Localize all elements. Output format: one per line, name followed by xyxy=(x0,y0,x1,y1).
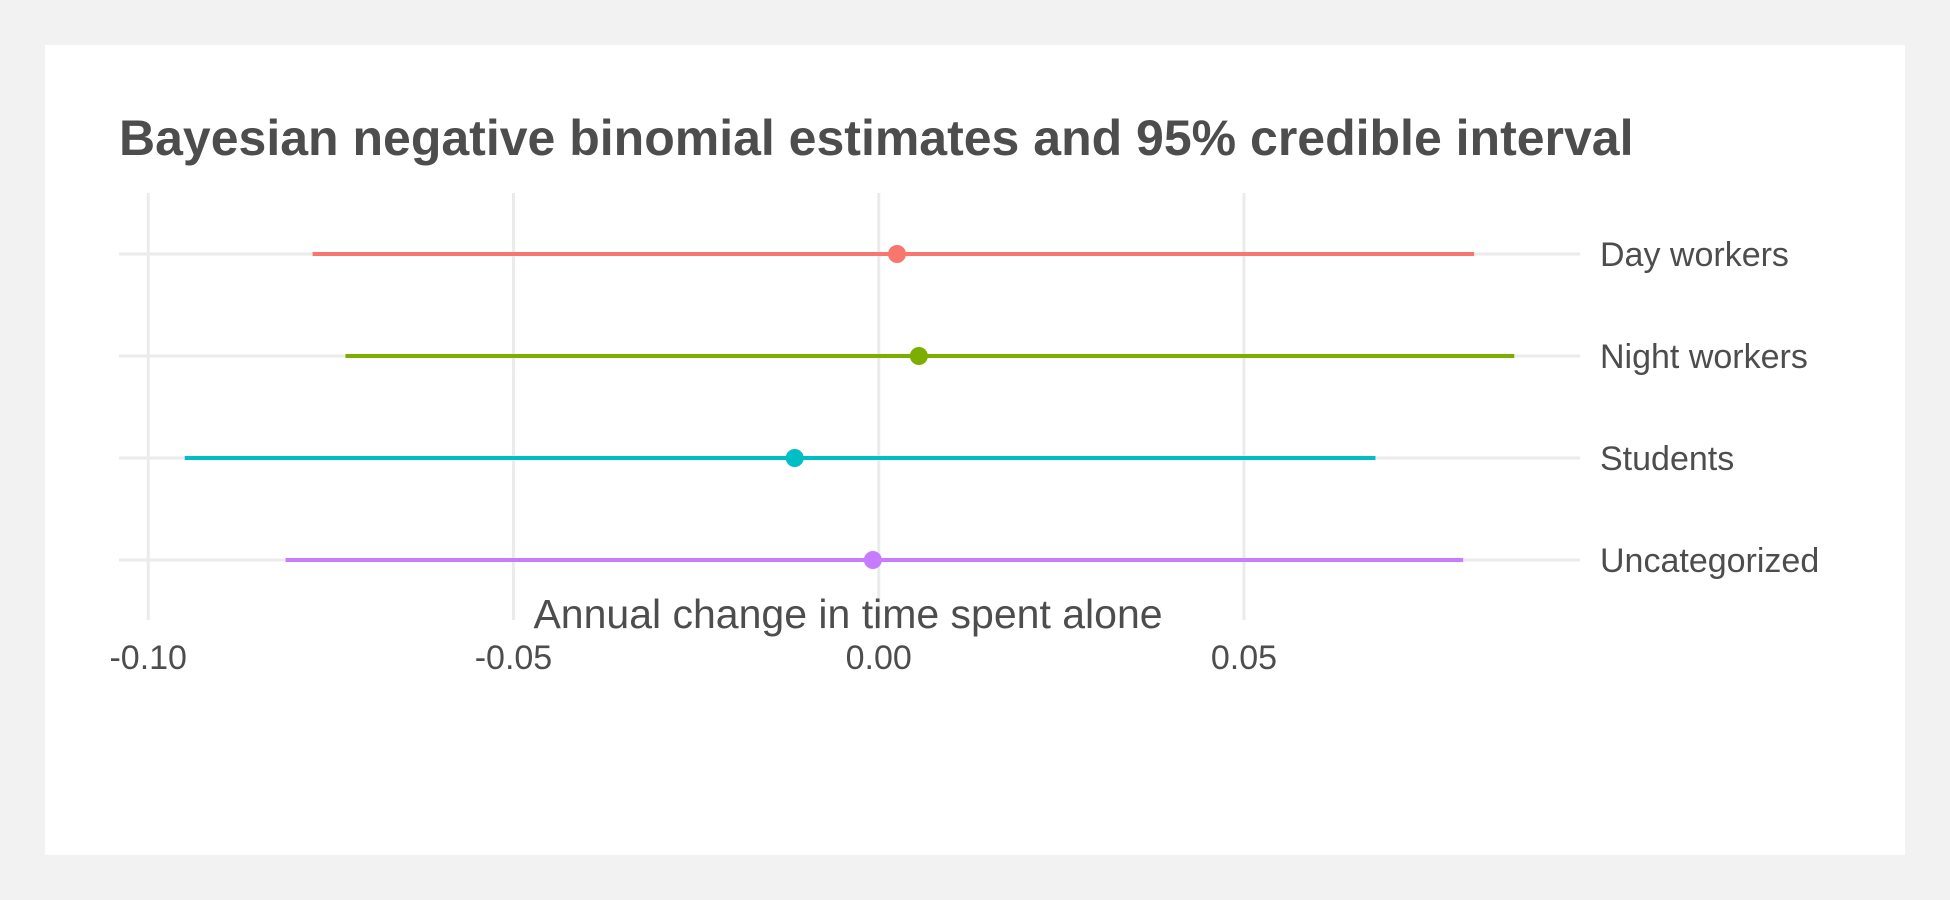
x-axis-ticks: -0.10 -0.05 0.00 0.05 xyxy=(109,639,1277,677)
chart-panel: Bayesian negative binomial estimates and… xyxy=(45,45,1905,855)
estimate-point xyxy=(785,449,804,467)
chart-title: Bayesian negative binomial estimates and… xyxy=(119,110,1634,166)
interval-marks xyxy=(184,245,1515,569)
x-tick-label: 0.00 xyxy=(846,639,912,677)
estimate-point xyxy=(909,347,928,365)
estimate-point xyxy=(863,551,882,569)
grid-lines xyxy=(119,193,1580,620)
category-label: Night workers xyxy=(1600,338,1808,376)
forest-plot: Bayesian negative binomial estimates and… xyxy=(109,110,1819,677)
x-tick-label: -0.05 xyxy=(475,639,553,677)
x-tick-label: 0.05 xyxy=(1211,639,1277,677)
category-label: Students xyxy=(1600,440,1734,478)
x-tick-label: -0.10 xyxy=(109,639,187,677)
category-label: Uncategorized xyxy=(1600,542,1819,580)
category-labels: Day workers Night workers Students Uncatego… xyxy=(1600,236,1819,580)
x-axis-title: Annual change in time spent alone xyxy=(533,591,1162,637)
estimate-point xyxy=(887,245,906,263)
category-label: Day workers xyxy=(1600,236,1789,274)
